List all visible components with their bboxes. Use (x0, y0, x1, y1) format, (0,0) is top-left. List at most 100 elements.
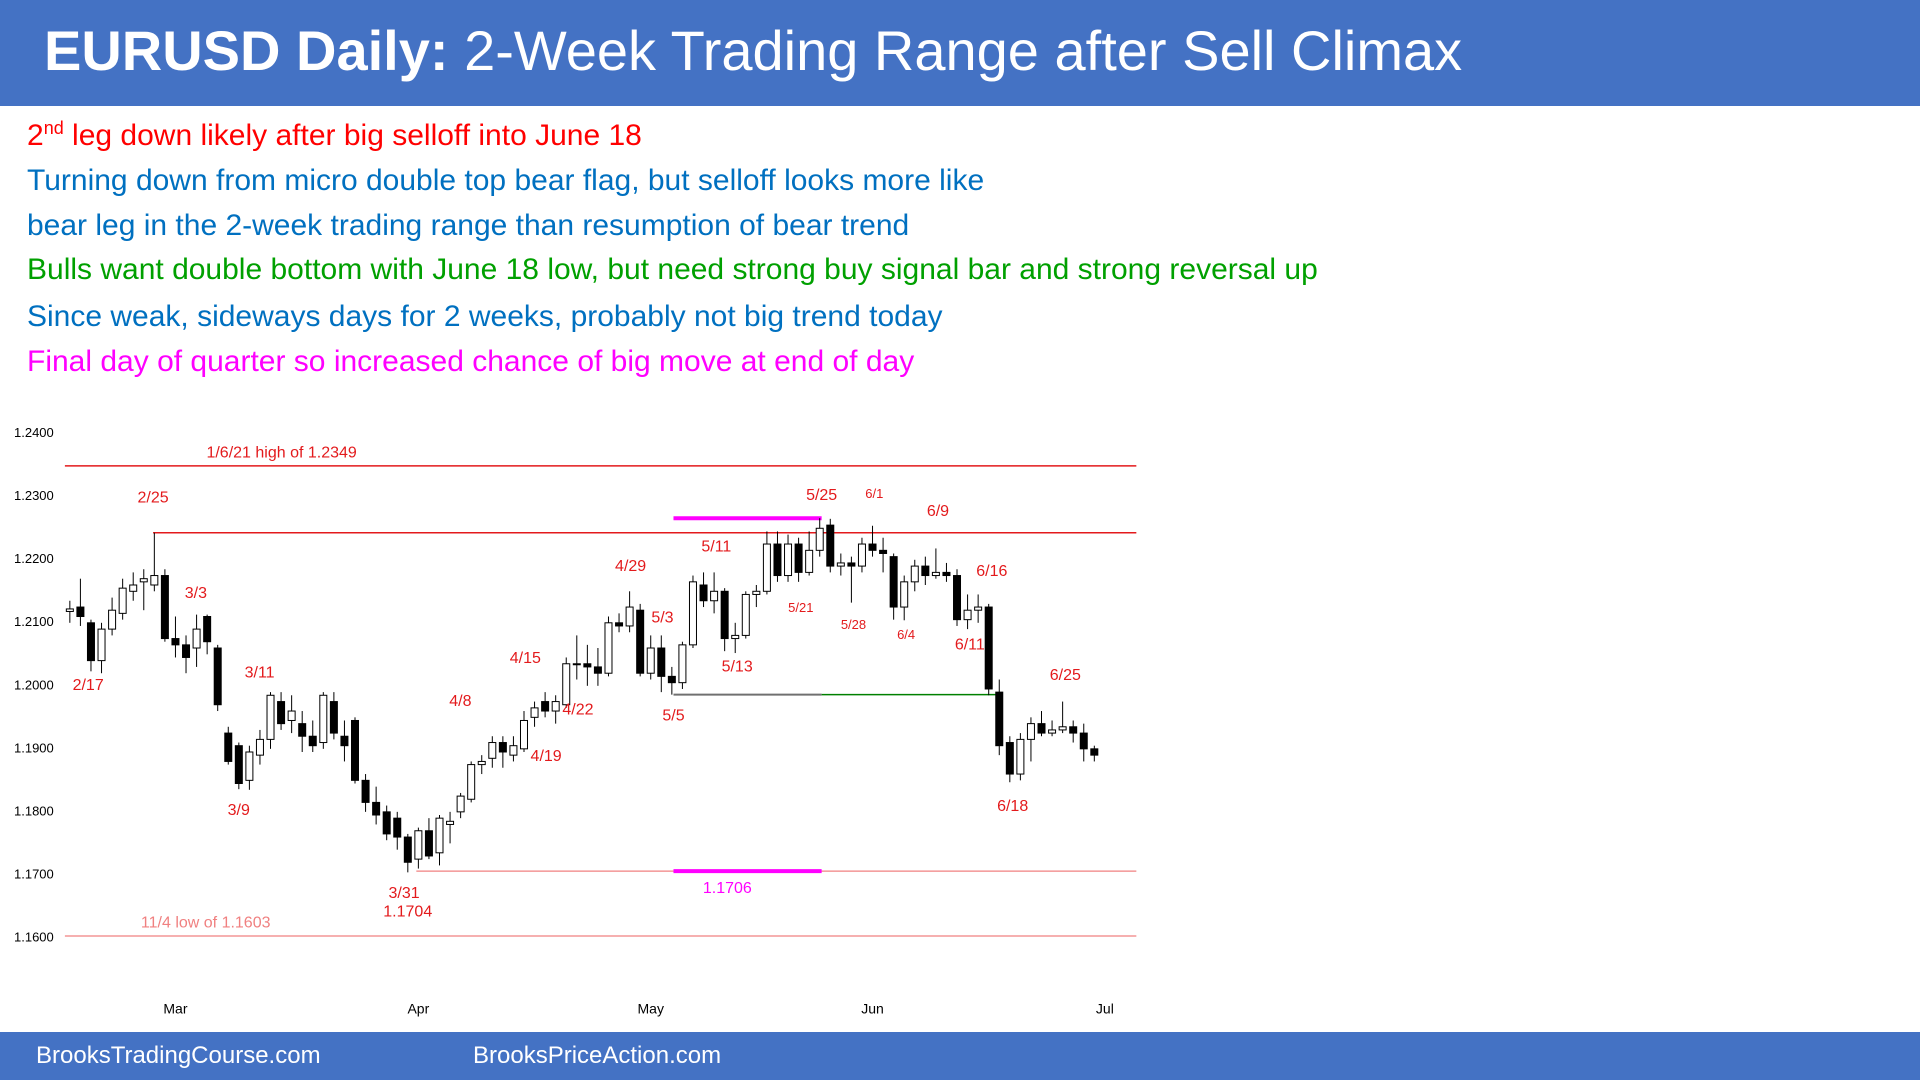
candle-body (1048, 729, 1057, 734)
candle-body (319, 694, 328, 744)
annotation: 6/9 (927, 503, 949, 520)
candle-body (636, 609, 645, 674)
title-bold: EURUSD Daily: (44, 19, 449, 82)
annotation: 6/25 (1050, 667, 1081, 684)
annotation: 4/15 (510, 650, 541, 667)
y-tick-label: 1.2000 (14, 677, 54, 692)
candle-body (255, 738, 264, 756)
annotation: 1.1704 (383, 903, 432, 920)
y-tick-label: 1.2300 (14, 488, 54, 503)
candle-body (741, 593, 750, 636)
candle-body (414, 830, 423, 860)
candle-body (847, 562, 856, 567)
candle-body (805, 549, 814, 573)
note: Turning down from micro double top bear … (27, 164, 984, 198)
note: bear leg in the 2-week trading range tha… (27, 209, 909, 243)
reference-label: 1/6/21 high of 1.2349 (206, 444, 356, 461)
reference-label: 1.1706 (703, 880, 752, 897)
footer-link: BrooksTradingCourse.com (36, 1042, 321, 1069)
candle-body (372, 801, 381, 816)
candle-body (583, 663, 592, 668)
candle-body (456, 795, 465, 813)
candle-body (530, 707, 539, 718)
note: Bulls want double bottom with June 18 lo… (27, 253, 1318, 287)
candle-body (76, 606, 85, 618)
annotation: 5/21 (788, 600, 813, 615)
candle-body (857, 543, 866, 567)
candle-body (108, 609, 117, 630)
x-tick-label: May (638, 1001, 664, 1017)
note-text: 2 (27, 119, 44, 152)
candle-body (731, 634, 740, 640)
candle-body (1058, 726, 1067, 731)
candle-body (129, 584, 138, 592)
candle-body (298, 723, 307, 737)
note-text: Bulls want double bottom with June 18 lo… (27, 253, 1318, 286)
annotation: 4/8 (449, 693, 471, 710)
candle-body (424, 830, 433, 857)
annotation: 4/19 (531, 748, 562, 765)
candle-body (245, 751, 254, 781)
candle-body (150, 575, 159, 586)
candle-body (931, 571, 940, 577)
candle-body (509, 745, 518, 756)
x-tick-label: Jun (861, 1001, 884, 1017)
candle-body (953, 575, 962, 621)
candle-body (551, 701, 560, 712)
candle-body (1069, 726, 1078, 734)
candle-body (1079, 732, 1088, 750)
annotation: 6/4 (897, 627, 915, 642)
y-tick-label: 1.1900 (14, 740, 54, 755)
candle-body (646, 647, 655, 674)
candle-body (667, 675, 676, 684)
candle-body (752, 590, 761, 595)
reference-label: 11/4 low of 1.1603 (141, 914, 271, 931)
annotation: 2/25 (137, 490, 168, 507)
candle-body (266, 694, 275, 740)
footer-link: BrooksPriceAction.com (473, 1042, 722, 1069)
annotation: 4/22 (562, 701, 593, 718)
candle-body (277, 701, 286, 725)
candle-body (688, 581, 697, 646)
annotation: 5/25 (806, 487, 837, 504)
candle-body (699, 584, 708, 602)
candle-body (974, 606, 983, 611)
candle-body (815, 527, 824, 551)
candle-body (615, 622, 624, 627)
candle-body (340, 735, 349, 747)
candle-body (467, 764, 476, 800)
annotation: 2/17 (73, 677, 104, 694)
note: 2nd leg down likely after big selloff in… (27, 118, 642, 153)
annotation: 5/13 (722, 659, 753, 676)
candle-body (393, 817, 402, 838)
candle-body (1016, 738, 1025, 775)
candle-body (995, 691, 1004, 747)
candle-body (762, 543, 771, 592)
candle-body (118, 587, 127, 614)
candle-body (446, 820, 455, 825)
candle-body (794, 543, 803, 573)
candle-body (910, 565, 919, 583)
annotation: 4/29 (615, 558, 646, 575)
y-tick-label: 1.1600 (14, 929, 54, 944)
annotation: 3/11 (245, 665, 275, 682)
candle-body (86, 622, 95, 662)
candle-body (488, 742, 497, 759)
candle-body (160, 575, 169, 640)
candle-body (593, 666, 602, 674)
title-bar: EURUSD Daily: 2-Week Trading Range after… (0, 0, 1920, 106)
candle-body (477, 760, 486, 766)
annotation: 5/5 (662, 708, 684, 725)
candle-body (287, 710, 296, 721)
annotation: 6/18 (997, 798, 1028, 815)
candle-body (678, 644, 687, 684)
candle-body (361, 779, 370, 803)
y-tick-label: 1.1700 (14, 866, 54, 881)
candle-body (625, 606, 634, 627)
candle-body (1037, 723, 1046, 734)
candle-body (498, 742, 507, 753)
annotation: 6/1 (865, 486, 883, 501)
candle-body (97, 628, 106, 662)
candle-body (784, 543, 793, 577)
note-text: leg down likely after big selloff into J… (63, 119, 642, 152)
